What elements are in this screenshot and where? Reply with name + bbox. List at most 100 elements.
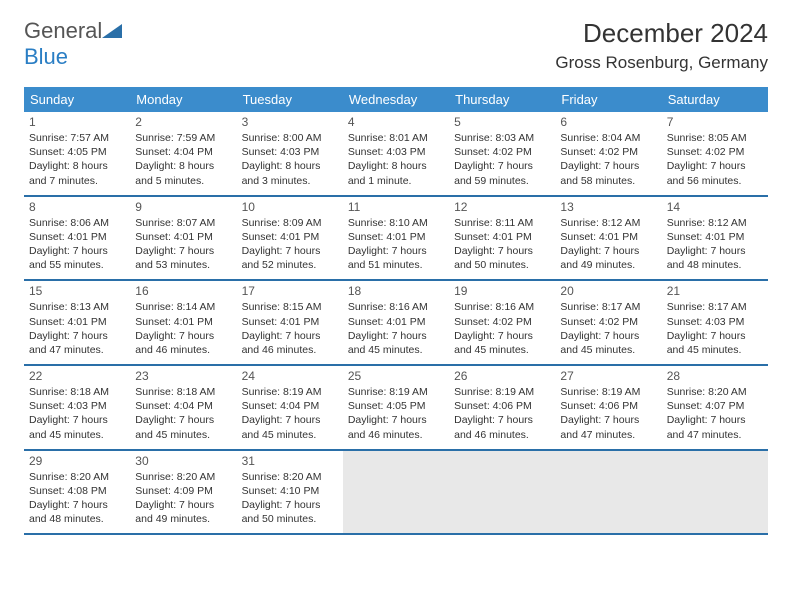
day-cell: 24Sunrise: 8:19 AMSunset: 4:04 PMDayligh… <box>237 365 343 450</box>
sunrise-text: Sunrise: 8:12 AM <box>560 216 656 230</box>
sunset-text: Sunset: 4:06 PM <box>454 399 550 413</box>
day-cell: 27Sunrise: 8:19 AMSunset: 4:06 PMDayligh… <box>555 365 661 450</box>
calendar-week-row: 8Sunrise: 8:06 AMSunset: 4:01 PMDaylight… <box>24 196 768 281</box>
calendar-week-row: 22Sunrise: 8:18 AMSunset: 4:03 PMDayligh… <box>24 365 768 450</box>
day-number: 14 <box>667 200 763 214</box>
sunset-text: Sunset: 4:01 PM <box>348 315 444 329</box>
daylight-text: Daylight: 7 hours and 47 minutes. <box>29 329 125 357</box>
day-header-sunday: Sunday <box>24 87 130 112</box>
day-number: 23 <box>135 369 231 383</box>
day-cell: 6Sunrise: 8:04 AMSunset: 4:02 PMDaylight… <box>555 112 661 196</box>
day-number: 24 <box>242 369 338 383</box>
day-cell: 12Sunrise: 8:11 AMSunset: 4:01 PMDayligh… <box>449 196 555 281</box>
day-cell <box>662 450 768 535</box>
sunset-text: Sunset: 4:02 PM <box>454 145 550 159</box>
sunrise-text: Sunrise: 8:19 AM <box>242 385 338 399</box>
month-title: December 2024 <box>555 18 768 49</box>
day-cell: 23Sunrise: 8:18 AMSunset: 4:04 PMDayligh… <box>130 365 236 450</box>
sunset-text: Sunset: 4:01 PM <box>667 230 763 244</box>
day-number: 6 <box>560 115 656 129</box>
day-cell: 13Sunrise: 8:12 AMSunset: 4:01 PMDayligh… <box>555 196 661 281</box>
day-number: 9 <box>135 200 231 214</box>
day-number: 7 <box>667 115 763 129</box>
daylight-text: Daylight: 7 hours and 45 minutes. <box>454 329 550 357</box>
day-cell: 17Sunrise: 8:15 AMSunset: 4:01 PMDayligh… <box>237 280 343 365</box>
day-cell: 11Sunrise: 8:10 AMSunset: 4:01 PMDayligh… <box>343 196 449 281</box>
day-cell: 4Sunrise: 8:01 AMSunset: 4:03 PMDaylight… <box>343 112 449 196</box>
sunrise-text: Sunrise: 8:11 AM <box>454 216 550 230</box>
daylight-text: Daylight: 7 hours and 48 minutes. <box>667 244 763 272</box>
day-cell: 1Sunrise: 7:57 AMSunset: 4:05 PMDaylight… <box>24 112 130 196</box>
sunset-text: Sunset: 4:03 PM <box>667 315 763 329</box>
daylight-text: Daylight: 8 hours and 7 minutes. <box>29 159 125 187</box>
day-cell: 28Sunrise: 8:20 AMSunset: 4:07 PMDayligh… <box>662 365 768 450</box>
day-number: 10 <box>242 200 338 214</box>
daylight-text: Daylight: 7 hours and 58 minutes. <box>560 159 656 187</box>
daylight-text: Daylight: 7 hours and 47 minutes. <box>667 413 763 441</box>
sunrise-text: Sunrise: 8:20 AM <box>29 470 125 484</box>
calendar-body: 1Sunrise: 7:57 AMSunset: 4:05 PMDaylight… <box>24 112 768 534</box>
day-number: 19 <box>454 284 550 298</box>
sunset-text: Sunset: 4:10 PM <box>242 484 338 498</box>
daylight-text: Daylight: 7 hours and 45 minutes. <box>667 329 763 357</box>
day-header-row: Sunday Monday Tuesday Wednesday Thursday… <box>24 87 768 112</box>
day-number: 20 <box>560 284 656 298</box>
day-cell: 5Sunrise: 8:03 AMSunset: 4:02 PMDaylight… <box>449 112 555 196</box>
sunset-text: Sunset: 4:07 PM <box>667 399 763 413</box>
daylight-text: Daylight: 7 hours and 46 minutes. <box>242 329 338 357</box>
day-cell: 9Sunrise: 8:07 AMSunset: 4:01 PMDaylight… <box>130 196 236 281</box>
sunset-text: Sunset: 4:01 PM <box>135 315 231 329</box>
day-header-thursday: Thursday <box>449 87 555 112</box>
sunrise-text: Sunrise: 8:19 AM <box>454 385 550 399</box>
sunset-text: Sunset: 4:01 PM <box>29 230 125 244</box>
daylight-text: Daylight: 7 hours and 49 minutes. <box>135 498 231 526</box>
daylight-text: Daylight: 7 hours and 48 minutes. <box>29 498 125 526</box>
day-header-wednesday: Wednesday <box>343 87 449 112</box>
daylight-text: Daylight: 7 hours and 56 minutes. <box>667 159 763 187</box>
daylight-text: Daylight: 7 hours and 45 minutes. <box>348 329 444 357</box>
sunrise-text: Sunrise: 8:07 AM <box>135 216 231 230</box>
sunset-text: Sunset: 4:04 PM <box>242 399 338 413</box>
sunset-text: Sunset: 4:03 PM <box>29 399 125 413</box>
sunrise-text: Sunrise: 8:14 AM <box>135 300 231 314</box>
sunrise-text: Sunrise: 8:10 AM <box>348 216 444 230</box>
sunrise-text: Sunrise: 7:57 AM <box>29 131 125 145</box>
day-cell: 30Sunrise: 8:20 AMSunset: 4:09 PMDayligh… <box>130 450 236 535</box>
sunrise-text: Sunrise: 8:12 AM <box>667 216 763 230</box>
sunset-text: Sunset: 4:02 PM <box>560 315 656 329</box>
sunrise-text: Sunrise: 8:20 AM <box>667 385 763 399</box>
day-number: 31 <box>242 454 338 468</box>
day-cell: 29Sunrise: 8:20 AMSunset: 4:08 PMDayligh… <box>24 450 130 535</box>
day-header-monday: Monday <box>130 87 236 112</box>
sunset-text: Sunset: 4:04 PM <box>135 145 231 159</box>
daylight-text: Daylight: 8 hours and 3 minutes. <box>242 159 338 187</box>
sunset-text: Sunset: 4:02 PM <box>454 315 550 329</box>
daylight-text: Daylight: 7 hours and 45 minutes. <box>135 413 231 441</box>
calendar-week-row: 15Sunrise: 8:13 AMSunset: 4:01 PMDayligh… <box>24 280 768 365</box>
calendar-week-row: 29Sunrise: 8:20 AMSunset: 4:08 PMDayligh… <box>24 450 768 535</box>
day-number: 1 <box>29 115 125 129</box>
day-number: 12 <box>454 200 550 214</box>
sunrise-text: Sunrise: 8:20 AM <box>242 470 338 484</box>
sunrise-text: Sunrise: 8:19 AM <box>348 385 444 399</box>
sunset-text: Sunset: 4:06 PM <box>560 399 656 413</box>
day-number: 30 <box>135 454 231 468</box>
day-cell: 2Sunrise: 7:59 AMSunset: 4:04 PMDaylight… <box>130 112 236 196</box>
sunset-text: Sunset: 4:01 PM <box>560 230 656 244</box>
day-number: 27 <box>560 369 656 383</box>
header: General Blue December 2024 Gross Rosenbu… <box>24 18 768 73</box>
day-cell: 10Sunrise: 8:09 AMSunset: 4:01 PMDayligh… <box>237 196 343 281</box>
day-cell: 19Sunrise: 8:16 AMSunset: 4:02 PMDayligh… <box>449 280 555 365</box>
day-header-tuesday: Tuesday <box>237 87 343 112</box>
sunset-text: Sunset: 4:01 PM <box>242 315 338 329</box>
day-number: 18 <box>348 284 444 298</box>
sunset-text: Sunset: 4:01 PM <box>454 230 550 244</box>
sunrise-text: Sunrise: 8:00 AM <box>242 131 338 145</box>
sunrise-text: Sunrise: 8:17 AM <box>667 300 763 314</box>
day-cell: 25Sunrise: 8:19 AMSunset: 4:05 PMDayligh… <box>343 365 449 450</box>
daylight-text: Daylight: 7 hours and 55 minutes. <box>29 244 125 272</box>
sunrise-text: Sunrise: 8:18 AM <box>29 385 125 399</box>
daylight-text: Daylight: 7 hours and 52 minutes. <box>242 244 338 272</box>
logo-text-block: General Blue <box>24 18 122 70</box>
sunset-text: Sunset: 4:09 PM <box>135 484 231 498</box>
